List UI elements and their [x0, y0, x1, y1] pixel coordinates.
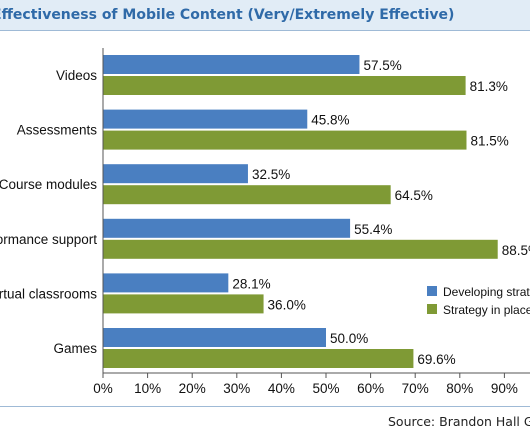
category-label: Videos [56, 68, 97, 83]
bar [103, 109, 308, 129]
category-label: Virtual classrooms [0, 286, 97, 301]
bar [103, 239, 498, 259]
legend-swatch [427, 286, 437, 296]
x-tick-label: 20% [179, 381, 206, 396]
bar [103, 185, 391, 205]
bar [103, 164, 248, 184]
bar [103, 76, 466, 95]
x-tick-label: 30% [223, 381, 250, 396]
data-label: 36.0% [268, 297, 306, 312]
data-label: 81.3% [470, 79, 508, 94]
data-label: 64.5% [395, 188, 433, 203]
bar [103, 294, 264, 314]
x-tick-label: 0% [93, 381, 113, 396]
data-label: 88.5% [502, 243, 530, 258]
category-label: Course modules [0, 177, 97, 192]
x-tick-label: 50% [312, 381, 339, 396]
bar [103, 349, 414, 368]
source-footer: Source: Brandon Hall Group [0, 414, 530, 436]
bar [103, 218, 351, 238]
bar-chart: Videos 57.5% 81.3% Assessments 45.8% 81.5% Cou… [0, 48, 530, 396]
category-label: Games [53, 341, 97, 356]
data-label: 55.4% [354, 222, 392, 237]
legend-label: Strategy in place [443, 303, 530, 317]
source-text: Source: Brandon Hall Group [388, 414, 530, 429]
data-label: 81.5% [470, 134, 508, 149]
x-tick-label: 80% [446, 381, 473, 396]
bar [103, 130, 467, 150]
data-label: 28.1% [232, 276, 270, 291]
title-divider [0, 30, 530, 31]
category-label: Assessments [17, 123, 98, 138]
legend-label: Developing strategy [443, 285, 530, 299]
data-label: 45.8% [311, 113, 349, 128]
x-tick-label: 60% [357, 381, 384, 396]
bar [103, 328, 326, 347]
x-tick-label: 90% [491, 381, 518, 396]
chart-title-bar: Effectiveness of Mobile Content (Very/Ex… [0, 0, 530, 30]
data-label: 32.5% [252, 167, 290, 182]
bar [103, 273, 229, 293]
bar [103, 55, 360, 74]
category-label: Performance support [0, 232, 97, 247]
x-tick-label: 40% [268, 381, 295, 396]
chart-title: Effectiveness of Mobile Content (Very/Ex… [0, 7, 455, 23]
x-tick-label: 70% [402, 381, 429, 396]
footer-divider [0, 406, 530, 407]
data-label: 50.0% [330, 331, 368, 346]
data-label: 57.5% [363, 58, 401, 73]
x-tick-label: 10% [134, 381, 161, 396]
data-label: 69.6% [417, 352, 455, 367]
legend-swatch [427, 304, 437, 314]
